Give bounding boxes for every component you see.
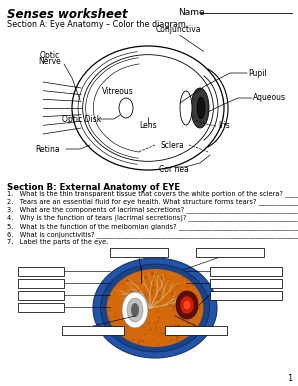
Ellipse shape	[83, 55, 213, 161]
Text: 1: 1	[287, 374, 292, 383]
Text: 1.   What is the thin transparent tissue that covers the white portion of the sc: 1. What is the thin transparent tissue t…	[7, 190, 298, 197]
Ellipse shape	[176, 291, 198, 319]
Ellipse shape	[191, 88, 209, 128]
Ellipse shape	[107, 269, 203, 347]
Bar	[196, 248, 264, 257]
Ellipse shape	[197, 97, 205, 119]
Bar	[165, 326, 227, 335]
Text: 2.   Tears are an essential fluid for eye health. What structure forms tears? __: 2. Tears are an essential fluid for eye …	[7, 198, 298, 205]
Ellipse shape	[180, 296, 194, 314]
Text: Sclera: Sclera	[160, 141, 184, 149]
Text: 6.   What is conjunctivitis? ___________________________________________________: 6. What is conjunctivitis? _____________…	[7, 231, 298, 238]
Text: 4.   Why is the function of tears (lacrimal secretions)? _______________________: 4. Why is the function of tears (lacrima…	[7, 215, 298, 221]
Text: 3.   What are the components of lacrimal secretions? ___________________________: 3. What are the components of lacrimal s…	[7, 207, 298, 213]
Bar	[18, 291, 64, 300]
Ellipse shape	[127, 298, 143, 322]
Text: Aqueous: Aqueous	[253, 93, 286, 103]
Text: 7.   Label the parts of the eye.: 7. Label the parts of the eye.	[7, 239, 108, 245]
Text: 5.   What is the function of the meibomian glands? _____________________________: 5. What is the function of the meibomian…	[7, 223, 298, 230]
Bar	[210, 267, 282, 276]
Text: Name: Name	[178, 8, 205, 17]
Text: Cor nea: Cor nea	[159, 166, 189, 174]
Ellipse shape	[180, 91, 192, 125]
Text: Retina: Retina	[36, 144, 60, 154]
Ellipse shape	[184, 300, 190, 310]
Text: Section B: External Anatomy of EYE: Section B: External Anatomy of EYE	[7, 183, 180, 192]
Ellipse shape	[122, 292, 148, 328]
Text: Lens: Lens	[139, 122, 157, 130]
Ellipse shape	[100, 264, 209, 352]
Bar	[210, 291, 282, 300]
Bar	[62, 326, 124, 335]
Ellipse shape	[119, 98, 133, 118]
Text: Section A: Eye Anatomy – Color the diagram.: Section A: Eye Anatomy – Color the diagr…	[7, 20, 188, 29]
Text: Conjunctiva: Conjunctiva	[155, 25, 201, 34]
Text: Iris: Iris	[218, 122, 230, 130]
Bar	[18, 279, 64, 288]
Text: Optic: Optic	[40, 51, 60, 59]
Text: Nerve: Nerve	[39, 56, 61, 66]
Bar	[210, 279, 282, 288]
Text: Optic Disk: Optic Disk	[62, 115, 102, 124]
Bar	[18, 267, 64, 276]
Ellipse shape	[93, 258, 217, 358]
Bar	[18, 303, 64, 312]
Text: Pupil: Pupil	[248, 68, 267, 78]
Ellipse shape	[72, 46, 224, 170]
Ellipse shape	[131, 303, 139, 317]
Bar	[110, 248, 168, 257]
Text: Senses worksheet: Senses worksheet	[7, 8, 128, 21]
Text: Vitreous: Vitreous	[102, 86, 134, 95]
